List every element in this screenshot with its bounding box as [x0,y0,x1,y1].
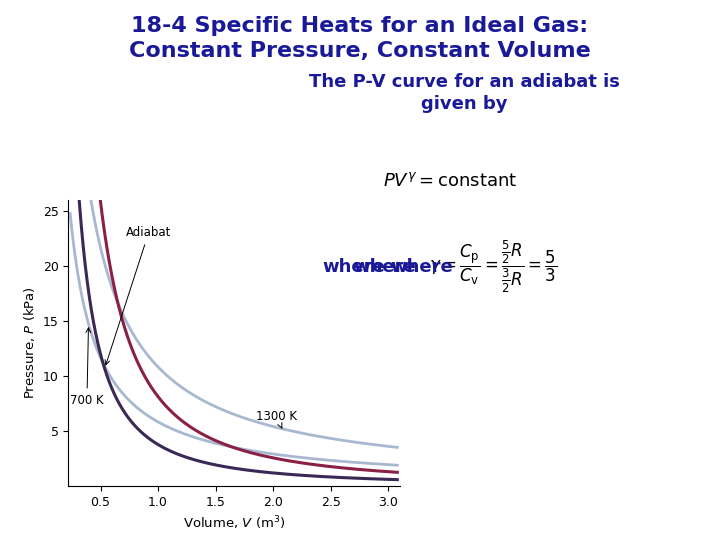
Text: Adiabat: Adiabat [105,226,171,365]
Text: $\gamma = \dfrac{C_\mathrm{p}}{C_\mathrm{v}} = \dfrac{\frac{5}{2}R}{\frac{3}{2}R: $\gamma = \dfrac{C_\mathrm{p}}{C_\mathrm… [429,239,557,295]
X-axis label: Volume, $V$ (m$^3$): Volume, $V$ (m$^3$) [183,514,285,532]
Text: where: where [323,258,385,276]
Y-axis label: Pressure, $P$ (kPa): Pressure, $P$ (kPa) [22,286,37,400]
Text: 700 K: 700 K [70,328,104,407]
Text: 1300 K: 1300 K [256,410,297,428]
Text: $\mathit{PV}^\gamma = \mathrm{constant}$: $\mathit{PV}^\gamma = \mathrm{constant}$ [383,172,517,190]
Text: The P-V curve for an adiabat is
given by: The P-V curve for an adiabat is given by [309,73,620,113]
Text: where: where [390,258,453,276]
Text: 18-4 Specific Heats for an Ideal Gas:
Constant Pressure, Constant Volume: 18-4 Specific Heats for an Ideal Gas: Co… [129,16,591,61]
Text: where: where [354,258,417,276]
